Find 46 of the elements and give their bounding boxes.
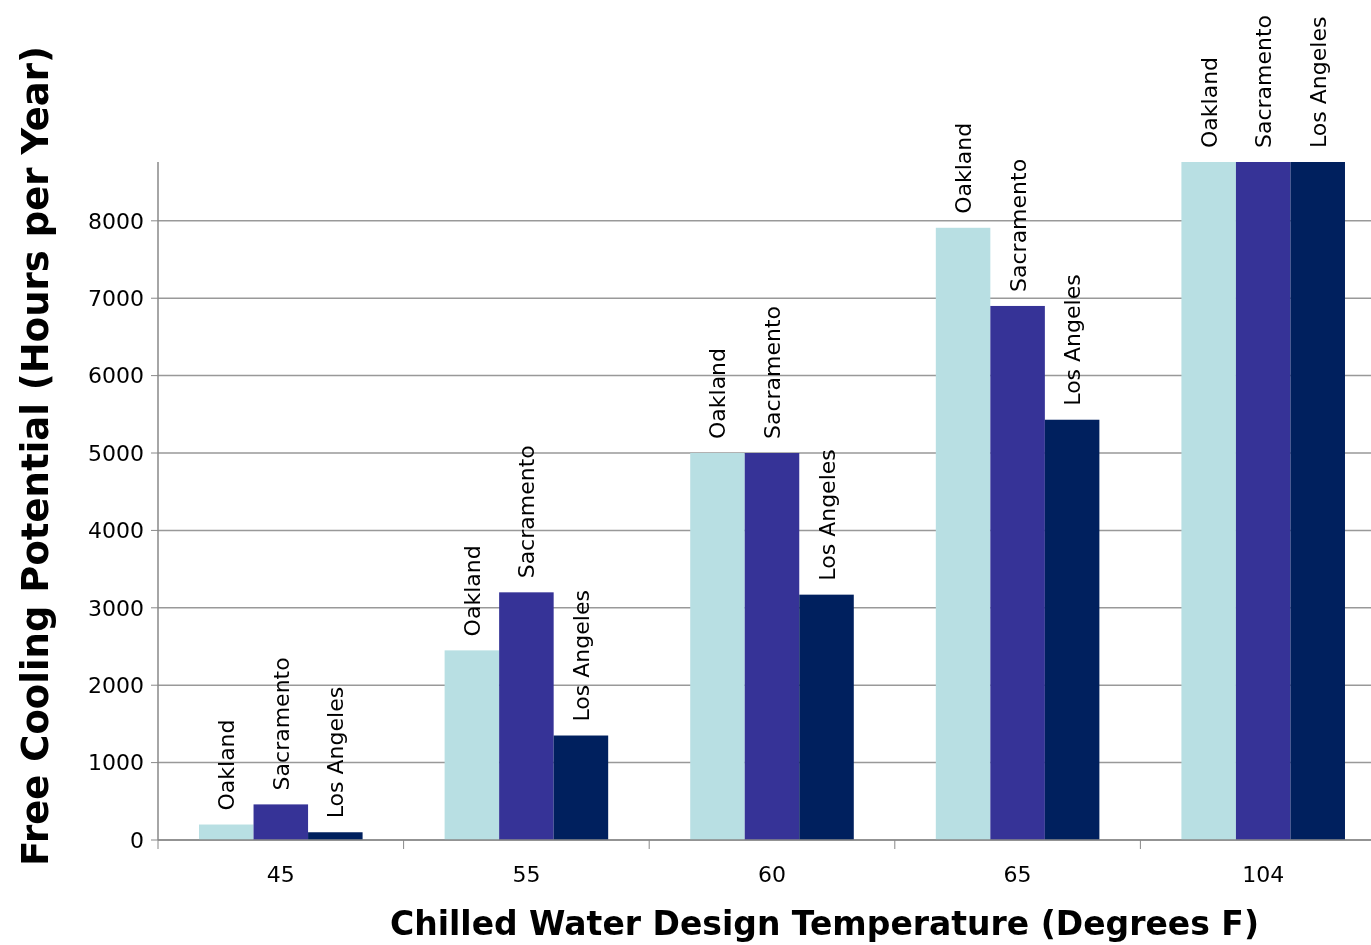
y-tick-label: 7000: [88, 285, 144, 311]
x-tick-label: 104: [1242, 862, 1285, 887]
text: Sacramento: [268, 657, 294, 791]
bar: [799, 594, 854, 840]
x-tick-label: 60: [758, 862, 786, 887]
text: Oakland: [214, 719, 240, 811]
bar: [444, 650, 500, 840]
y-tick-label: 2000: [88, 672, 144, 698]
x-tick-label: 45: [266, 862, 295, 887]
text: Sacramento: [514, 445, 540, 579]
text: Los Angeles: [568, 590, 594, 722]
text: Sacramento: [1251, 14, 1277, 148]
text: Sacramento: [760, 305, 785, 440]
bar: [253, 804, 309, 840]
bar: [744, 453, 800, 840]
y-tick-label: 6000: [88, 363, 144, 389]
y-axis-title: Free Cooling Potential (Hours per Year): [14, 46, 57, 866]
bar: [308, 832, 363, 840]
bar: [199, 824, 254, 840]
bar: [1044, 419, 1100, 840]
y-tick-label: 5000: [88, 440, 144, 466]
x-tick-label: 55: [512, 862, 541, 887]
y-tick-label: 4000: [88, 518, 144, 544]
bar: [935, 227, 991, 840]
bar: [1235, 162, 1291, 840]
text: Los Angeles: [1305, 16, 1331, 148]
text: Los Angeles: [1060, 274, 1086, 406]
bar: [1290, 162, 1345, 840]
y-tick-label: 1000: [88, 750, 144, 776]
text: Oakland: [705, 347, 731, 440]
text: Los Angeles: [814, 449, 840, 581]
bar: [690, 453, 745, 840]
bar: [553, 735, 609, 840]
bar: [990, 305, 1045, 840]
x-tick-label: 65: [1003, 862, 1032, 887]
text: Oakland: [1196, 56, 1222, 148]
y-tick-label: 3000: [88, 595, 144, 621]
y-tick-label: 0: [130, 827, 144, 853]
bar: [499, 592, 554, 840]
x-axis-title: Chilled Water Design Temperature (Degrees F): [389, 904, 1260, 943]
bar: [1181, 162, 1236, 840]
text: Oakland: [459, 545, 485, 637]
text: Oakland: [951, 122, 977, 214]
text: Los Angeles: [323, 686, 349, 819]
text: Sacramento: [1005, 158, 1031, 292]
y-tick-label: 8000: [88, 208, 144, 234]
